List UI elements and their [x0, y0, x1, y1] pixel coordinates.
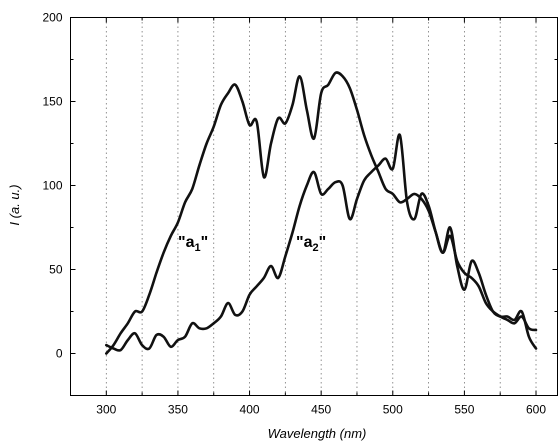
y-tick-labels: 0 50 100 150 200 [42, 11, 62, 361]
series-label-a1-sub: 1 [194, 242, 200, 254]
x-tick-label: 300 [96, 403, 116, 417]
series-label-a2-main: "a [296, 234, 313, 251]
y-tick-label: 150 [42, 95, 62, 109]
x-tick-label: 550 [454, 403, 474, 417]
x-tick-label: 400 [240, 403, 260, 417]
y-tick-label: 50 [49, 263, 63, 277]
series-label-a2: "a2" [296, 234, 326, 254]
y-tick-label: 0 [56, 347, 63, 361]
x-tick-labels: 300 350 400 450 500 550 600 [96, 403, 546, 417]
series-label-a2-sub: 2 [312, 242, 318, 254]
y-tick-label: 200 [42, 11, 62, 25]
x-tick-label: 350 [168, 403, 188, 417]
series-label-a1-main: "a [178, 234, 195, 251]
y-tick-label: 100 [42, 179, 62, 193]
series-line-a2 [105, 133, 538, 352]
x-tick-label: 600 [526, 403, 546, 417]
plot-area [70, 17, 558, 396]
series-line-a1 [105, 71, 538, 355]
grid [105, 17, 537, 396]
series-label-a1-end: " [201, 234, 209, 251]
y-axis-title: I (a. u.) [7, 184, 22, 225]
x-tick-label: 450 [311, 403, 331, 417]
x-tick-label: 500 [383, 403, 403, 417]
series-label-a1: "a1" [178, 234, 208, 254]
y-axis-unit: (a. u.) [7, 184, 22, 222]
series-group [105, 71, 538, 355]
y-axis-symbol: I [7, 222, 22, 226]
series-label-a2-end: " [319, 234, 327, 251]
x-axis-title: Wavelength (nm) [268, 426, 367, 441]
axis-ticks [70, 17, 558, 396]
